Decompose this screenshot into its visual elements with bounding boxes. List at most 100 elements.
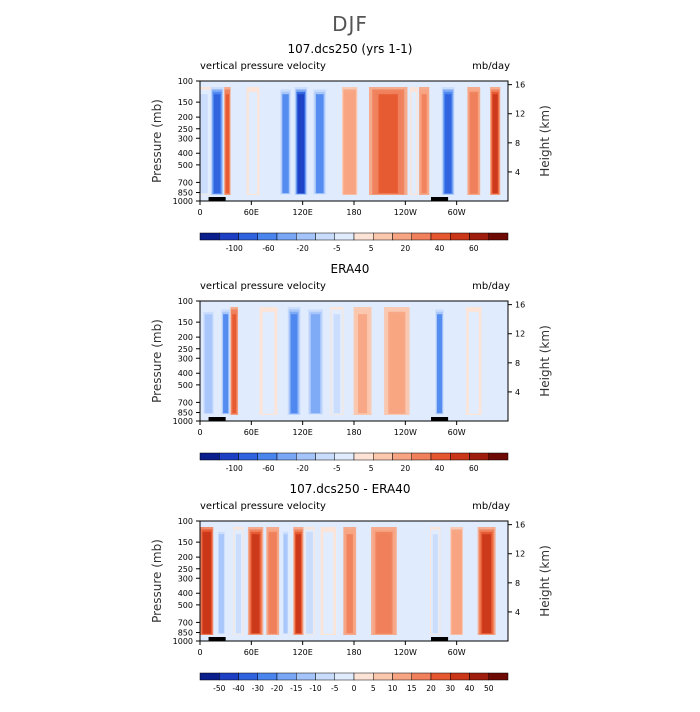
colorbar-label: 5 xyxy=(371,684,376,693)
colorbar-swatch xyxy=(276,232,297,241)
colorbar-swatch xyxy=(450,452,470,461)
colorbar-label: 50 xyxy=(484,684,494,693)
pressure-tick-label: 700 xyxy=(178,398,193,407)
height-tick-label: 16 xyxy=(515,81,525,90)
colorbar-swatch xyxy=(430,232,451,241)
heatmap-cell xyxy=(315,94,324,194)
colorbar-swatch xyxy=(315,232,335,241)
x-tick-label: 180 xyxy=(346,208,361,217)
colorbar-label: -20 xyxy=(271,684,283,693)
colorbar-swatch xyxy=(353,232,374,241)
colorbar-label: 20 xyxy=(426,684,436,693)
colorbar-label: -60 xyxy=(262,244,274,253)
heatmap-cell xyxy=(218,534,224,634)
x-tick-label: 0 xyxy=(197,648,202,657)
y-axis-label-right: Height (km) xyxy=(538,545,552,616)
x-tick-label: 0 xyxy=(197,428,202,437)
heatmap-cell xyxy=(232,314,237,414)
heatmap-cell xyxy=(432,534,438,634)
pressure-tick-label: 500 xyxy=(178,161,193,170)
colorbar-label: -5 xyxy=(333,464,341,473)
heatmap-cell xyxy=(282,94,289,194)
pressure-tick-label: 200 xyxy=(178,333,193,342)
colorbar-label: -40 xyxy=(232,684,244,693)
heatmap-cell xyxy=(390,314,404,414)
heatmap-cell xyxy=(283,534,288,634)
colorbar-swatch xyxy=(353,672,374,681)
page-title: DJF xyxy=(332,12,368,36)
heatmap-cell xyxy=(204,314,213,414)
heatmap-cell xyxy=(444,94,452,194)
pressure-tick-label: 400 xyxy=(178,589,193,598)
x-tick-label: 120W xyxy=(394,208,417,217)
x-tick-label: 180 xyxy=(346,428,361,437)
chart-panel: 107.dcs250 - ERA40 vertical pressure velo… xyxy=(0,482,700,712)
pressure-tick-label: 400 xyxy=(178,369,193,378)
pressure-tick-label: 300 xyxy=(178,134,193,143)
colorbar-label: 10 xyxy=(388,684,398,693)
pressure-tick-label: 850 xyxy=(178,189,193,198)
y-axis-label-left: Pressure (mb) xyxy=(150,99,164,183)
colorbar-swatch xyxy=(257,232,278,241)
y-axis-label-left: Pressure (mb) xyxy=(150,539,164,623)
height-tick-label: 4 xyxy=(515,168,520,177)
heatmap-cell xyxy=(469,314,478,414)
colorbar-swatch xyxy=(430,672,451,681)
pressure-tick-label: 100 xyxy=(178,297,193,306)
colorbar-label: 20 xyxy=(401,244,411,253)
pressure-tick-label: 250 xyxy=(178,345,193,354)
y-axis-label-left: Pressure (mb) xyxy=(150,319,164,403)
variable-label: vertical pressure velocity xyxy=(200,501,326,512)
heatmap-cell xyxy=(295,534,301,634)
heatmap-cell xyxy=(269,534,276,634)
colorbar-label: -30 xyxy=(252,684,264,693)
height-tick-label: 4 xyxy=(515,608,520,617)
topography-bar xyxy=(208,417,226,421)
heatmap-field xyxy=(200,87,501,195)
heatmap-cell xyxy=(492,94,498,194)
heatmap-cell xyxy=(453,534,460,634)
height-tick-label: 4 xyxy=(515,388,520,397)
height-tick-label: 12 xyxy=(515,110,525,119)
heatmap-cell xyxy=(213,94,221,194)
topography-bar xyxy=(208,637,226,641)
colorbar-label: -60 xyxy=(262,464,274,473)
colorbar-swatch xyxy=(488,232,509,241)
colorbar-label: -15 xyxy=(290,684,302,693)
heatmap-cell xyxy=(263,314,273,414)
height-tick-label: 8 xyxy=(515,359,520,368)
colorbar-swatch xyxy=(392,672,412,681)
pressure-tick-label: 500 xyxy=(178,381,193,390)
heatmap-cell xyxy=(290,314,298,414)
colorbar-swatch xyxy=(219,672,239,681)
topography-bar xyxy=(431,197,449,201)
colorbar-label: 40 xyxy=(435,244,445,253)
height-tick-label: 8 xyxy=(515,579,520,588)
heatmap-cell xyxy=(470,94,477,194)
variable-label: vertical pressure velocity xyxy=(200,281,326,292)
colorbar-label: -10 xyxy=(309,684,321,693)
pressure-tick-label: 150 xyxy=(178,318,193,327)
colorbar-label: 30 xyxy=(445,684,455,693)
colorbar-label: 40 xyxy=(435,464,445,473)
pressure-tick-label: 200 xyxy=(178,113,193,122)
colorbar-swatch xyxy=(257,452,278,461)
pressure-tick-label: 100 xyxy=(178,517,193,526)
units-label: mb/day xyxy=(472,501,510,512)
variable-label: vertical pressure velocity xyxy=(200,61,326,72)
heatmap-cell xyxy=(200,94,208,194)
colorbar-label: 15 xyxy=(407,684,417,693)
pressure-tick-label: 850 xyxy=(178,409,193,418)
chart-title: 107.dcs250 (yrs 1-1) xyxy=(287,42,413,56)
x-tick-label: 60W xyxy=(448,208,466,217)
y-axis-label-right: Height (km) xyxy=(538,105,552,176)
colorbar-swatch xyxy=(373,452,393,461)
x-tick-label: 120E xyxy=(293,648,313,657)
height-tick-label: 8 xyxy=(515,139,520,148)
height-tick-label: 12 xyxy=(515,550,525,559)
pressure-tick-label: 300 xyxy=(178,354,193,363)
colorbar-swatch xyxy=(392,452,412,461)
colorbar-label: -5 xyxy=(331,684,339,693)
